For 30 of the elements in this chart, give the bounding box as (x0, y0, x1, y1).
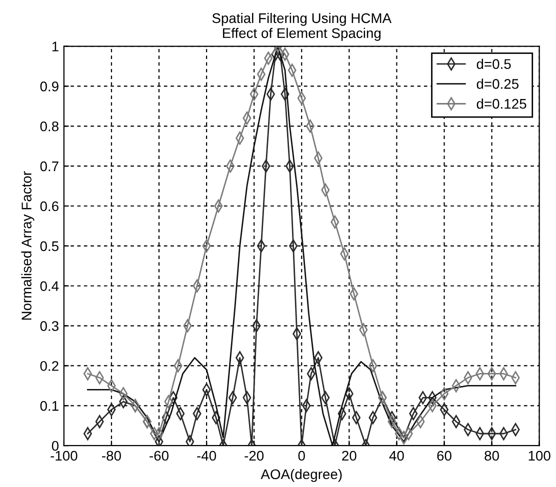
y-tick-label: 0.7 (40, 161, 58, 172)
y-tick-label: 0.6 (40, 201, 58, 212)
x-tick-label: -60 (150, 450, 169, 461)
x-tick-label: 100 (528, 450, 550, 461)
point (154, 435, 164, 446)
legend-label: d=0.125 (476, 98, 526, 109)
y-tick-label: 0.5 (40, 241, 58, 252)
x-tick-label: -40 (197, 450, 216, 461)
x-tick-label: 80 (484, 450, 499, 461)
x-tick-label: 20 (342, 450, 356, 461)
y-axis-title: Normalised Array Factor (21, 171, 34, 320)
point (186, 435, 194, 446)
y-tick-label: 0 (52, 440, 59, 451)
x-tick-label: -100 (50, 450, 78, 461)
x-axis-title: AOA(degree) (260, 468, 342, 482)
y-tick-label: 0.2 (40, 361, 58, 371)
x-tick-label: 0 (298, 450, 305, 461)
y-tick-label: 0.8 (40, 121, 58, 132)
y-tick-label: 0.4 (40, 281, 59, 292)
x-tick-label: -20 (244, 450, 264, 461)
y-tick-label: 0.9 (40, 82, 58, 92)
x-tick-label: 40 (389, 450, 404, 461)
legend-label: d=0.5 (476, 58, 511, 69)
legend-label: d=0.25 (476, 78, 519, 89)
y-tick-label: 0.3 (40, 321, 58, 331)
x-tick-label: -80 (102, 450, 121, 461)
y-tick-label: 0.1 (40, 401, 58, 411)
x-tick-label: 60 (437, 450, 452, 461)
y-tick-label: 1 (52, 42, 58, 52)
chart-title: Spatial Filtering Using HCMA Effect of Element Spacing (212, 12, 392, 41)
